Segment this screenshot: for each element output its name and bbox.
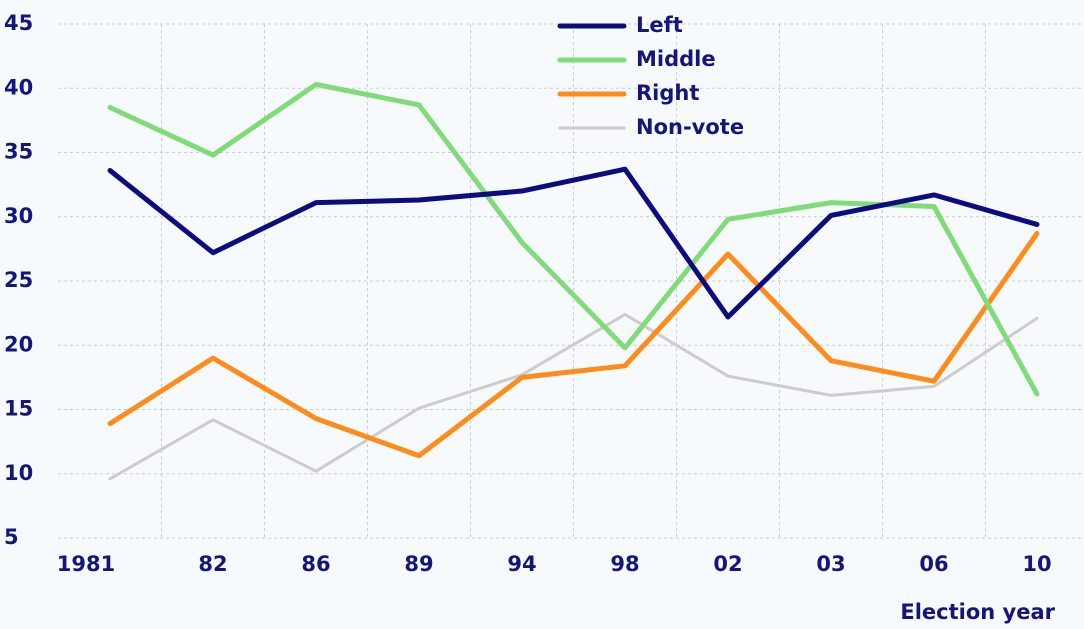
x-tick-label: 94 (507, 552, 536, 576)
x-tick-label: 10 (1022, 552, 1051, 576)
y-tick-label: 35 (4, 140, 33, 164)
y-tick-label: 45 (4, 11, 33, 35)
line-series (108, 312, 1039, 481)
y-tick-label: 40 (4, 75, 33, 99)
legend-label: Middle (636, 47, 716, 71)
x-tick-label: 02 (713, 552, 742, 576)
y-tick-label: 15 (4, 397, 33, 421)
legend-label: Non-vote (636, 115, 744, 139)
x-tick-label: 82 (198, 552, 227, 576)
x-tick-label: 1981 (57, 552, 115, 576)
y-tick-label: 20 (4, 332, 33, 356)
x-axis-label: Election year (900, 600, 1055, 624)
legend-label: Left (636, 13, 683, 37)
y-tick-label: 5 (4, 525, 19, 549)
y-tick-label: 25 (4, 268, 33, 292)
y-tick-label: 10 (4, 461, 33, 485)
x-tick-label: 89 (404, 552, 433, 576)
x-tick-label: 03 (816, 552, 845, 576)
legend-label: Right (636, 81, 699, 105)
x-tick-label: 98 (610, 552, 639, 576)
line-series (107, 230, 1040, 459)
y-tick-label: 30 (4, 204, 33, 228)
x-tick-label: 86 (301, 552, 330, 576)
x-tick-label: 06 (919, 552, 948, 576)
line-series (107, 166, 1040, 320)
line-series (107, 81, 1040, 397)
